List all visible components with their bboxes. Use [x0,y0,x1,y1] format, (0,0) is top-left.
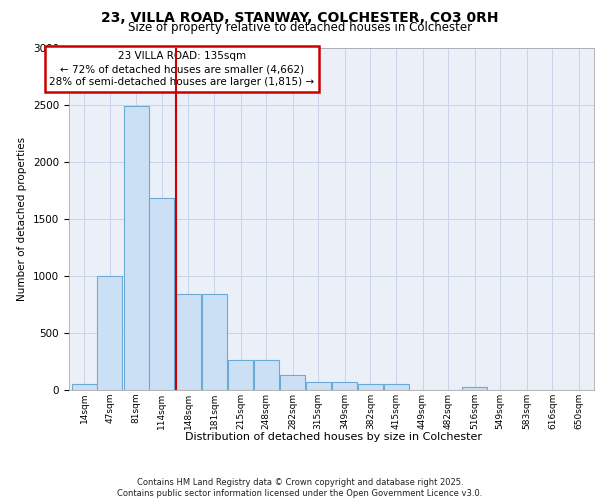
Bar [383,384,409,390]
Bar [124,106,149,390]
Bar [332,382,357,390]
Bar [202,294,227,390]
Bar [176,294,201,390]
Bar [228,360,253,390]
Bar [71,384,97,390]
Bar [280,375,305,390]
Text: 23 VILLA ROAD: 135sqm
← 72% of detached houses are smaller (4,662)
28% of semi-d: 23 VILLA ROAD: 135sqm ← 72% of detached … [49,51,314,88]
Bar [462,387,487,390]
Bar [254,360,278,390]
Bar [358,384,383,390]
Text: Contains HM Land Registry data © Crown copyright and database right 2025.
Contai: Contains HM Land Registry data © Crown c… [118,478,482,498]
Text: Size of property relative to detached houses in Colchester: Size of property relative to detached ho… [128,22,472,35]
Bar [306,382,331,390]
Bar [97,276,122,390]
Text: 23, VILLA ROAD, STANWAY, COLCHESTER, CO3 0RH: 23, VILLA ROAD, STANWAY, COLCHESTER, CO3… [101,11,499,25]
Bar [149,198,175,390]
Text: Distribution of detached houses by size in Colchester: Distribution of detached houses by size … [185,432,482,442]
Y-axis label: Number of detached properties: Number of detached properties [17,136,28,301]
